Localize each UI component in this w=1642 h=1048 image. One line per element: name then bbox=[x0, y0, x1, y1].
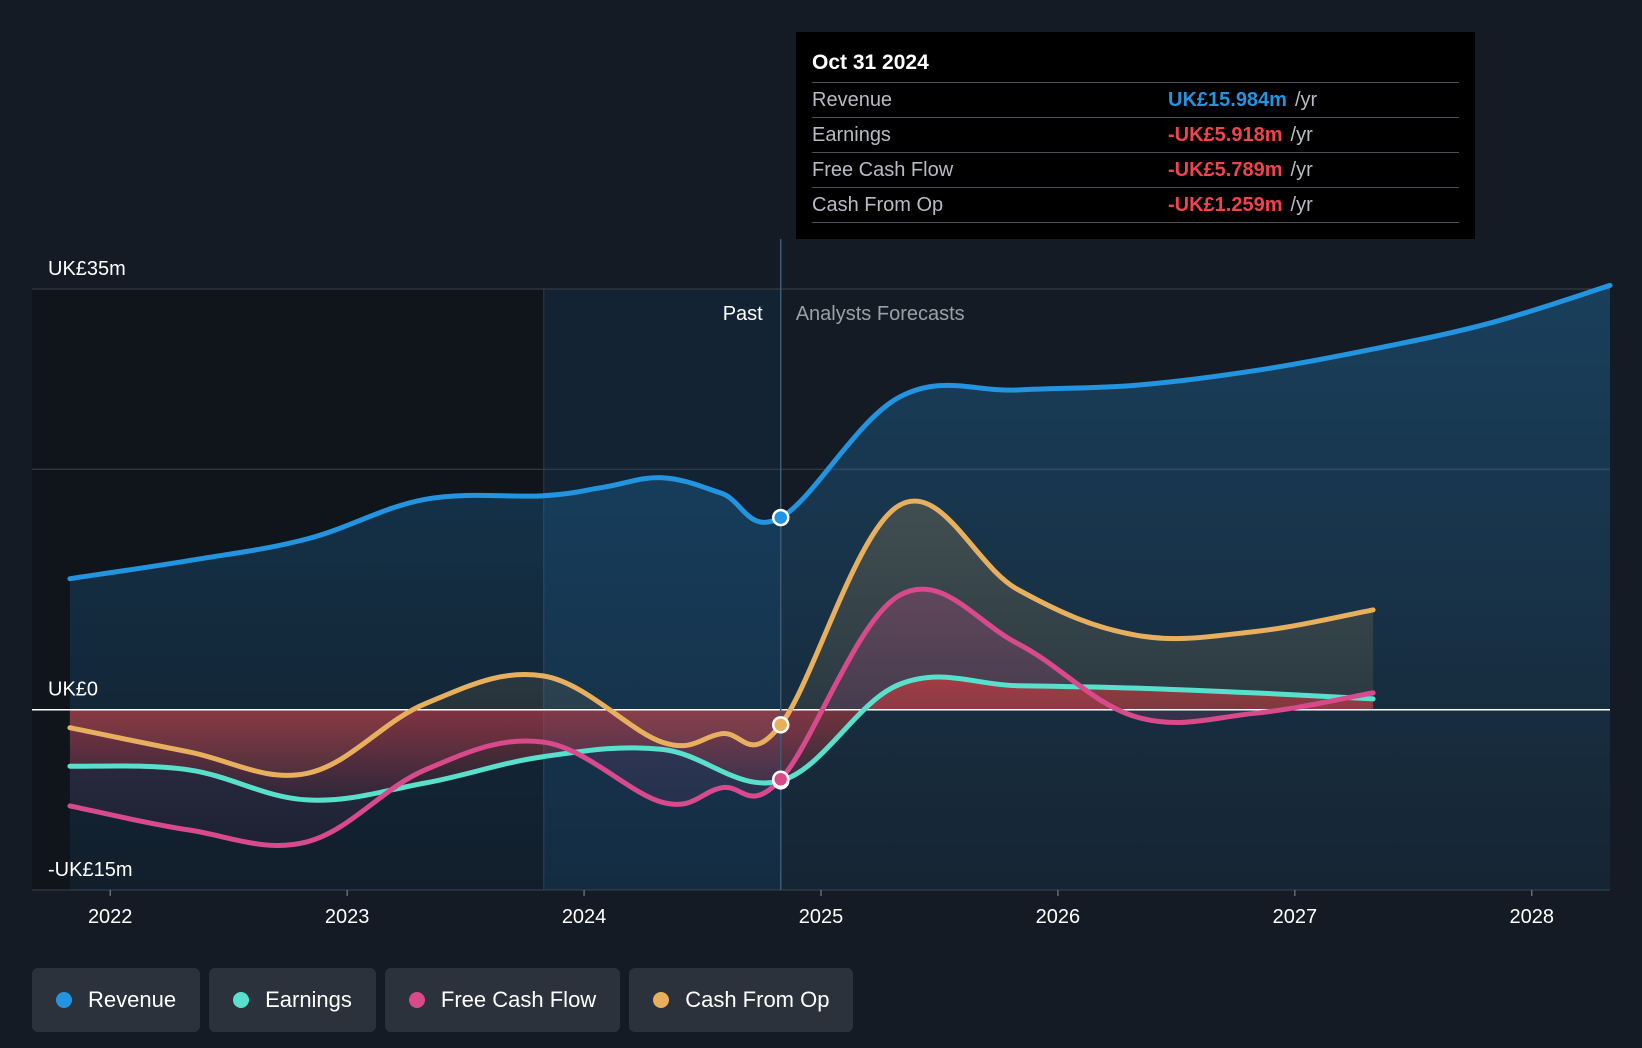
legend-item-revenue[interactable]: Revenue bbox=[32, 968, 201, 1032]
marker-cash-from-op[interactable] bbox=[771, 716, 790, 734]
series-line-cash-from-op bbox=[67, 498, 1376, 778]
legend-item-earnings[interactable]: Earnings bbox=[209, 968, 376, 1032]
x-tick-label: 2023 bbox=[325, 906, 370, 928]
y-tick-label: UK£0 bbox=[48, 679, 98, 701]
series-line-free-cash-flow bbox=[67, 586, 1376, 848]
revenue-dot-icon bbox=[56, 992, 72, 1008]
x-tick-label: 2024 bbox=[562, 906, 607, 928]
legend-label: Cash From Op bbox=[685, 987, 830, 1012]
marker-free-cash-flow[interactable] bbox=[771, 770, 790, 789]
tooltip-value: -UK£5.789m/yr bbox=[1168, 159, 1313, 181]
legend-label: Earnings bbox=[265, 987, 352, 1012]
forecast-label: Analysts Forecasts bbox=[796, 303, 965, 325]
legend: Revenue Earnings Free Cash Flow Cash Fro… bbox=[32, 968, 854, 1032]
x-tick-label: 2027 bbox=[1273, 906, 1318, 928]
marker-revenue[interactable] bbox=[771, 508, 790, 527]
x-tick-label: 2028 bbox=[1510, 906, 1555, 928]
series-markers[interactable] bbox=[771, 508, 790, 790]
free-cash-flow-dot-icon bbox=[408, 992, 425, 1008]
tooltip-row-revenue: Revenue UK£15.984m/yr bbox=[812, 82, 1459, 117]
tooltip-label: Cash From Op bbox=[812, 194, 944, 216]
y-tick-label: UK£35m bbox=[48, 258, 126, 280]
tooltip-row-cash-from-op: Cash From Op -UK£1.259m/yr bbox=[812, 187, 1459, 223]
x-tick-label: 2026 bbox=[1036, 906, 1081, 928]
legend-item-cash-from-op[interactable]: Cash From Op bbox=[629, 968, 854, 1032]
tooltip-label: Free Cash Flow bbox=[812, 159, 954, 181]
y-axis-labels: UK£35m UK£0 -UK£15m bbox=[48, 258, 132, 881]
legend-item-free-cash-flow[interactable]: Free Cash Flow bbox=[384, 968, 621, 1032]
past-label: Past bbox=[723, 303, 763, 325]
tooltip-row-free-cash-flow: Free Cash Flow -UK£5.789m/yr bbox=[812, 152, 1459, 187]
x-tick-label: 2022 bbox=[88, 906, 133, 928]
x-axis-labels: 2022 2023 2024 2025 2026 2027 2028 bbox=[88, 890, 1554, 928]
tooltip-row-earnings: Earnings -UK£5.918m/yr bbox=[812, 117, 1459, 152]
series-line-earnings bbox=[67, 674, 1376, 803]
earnings-dot-icon bbox=[233, 992, 250, 1008]
legend-label: Revenue bbox=[88, 987, 177, 1012]
tooltip: Oct 31 2024 Revenue UK£15.984m/yr Earnin… bbox=[796, 32, 1475, 239]
series-fill-earnings bbox=[69, 677, 1374, 801]
tooltip-value: UK£15.984m/yr bbox=[1168, 89, 1318, 111]
tooltip-value: -UK£5.918m/yr bbox=[1168, 124, 1313, 146]
tooltip-value: -UK£1.259m/yr bbox=[1168, 194, 1313, 216]
x-tick-label: 2025 bbox=[799, 906, 844, 928]
cash-from-op-dot-icon bbox=[653, 992, 670, 1008]
tooltip-date: Oct 31 2024 bbox=[812, 51, 929, 74]
y-tick-label: -UK£15m bbox=[48, 859, 132, 881]
tooltip-label: Earnings bbox=[812, 124, 891, 146]
legend-label: Free Cash Flow bbox=[440, 987, 597, 1012]
tooltip-label: Revenue bbox=[812, 89, 893, 111]
series-fills bbox=[69, 285, 1610, 890]
